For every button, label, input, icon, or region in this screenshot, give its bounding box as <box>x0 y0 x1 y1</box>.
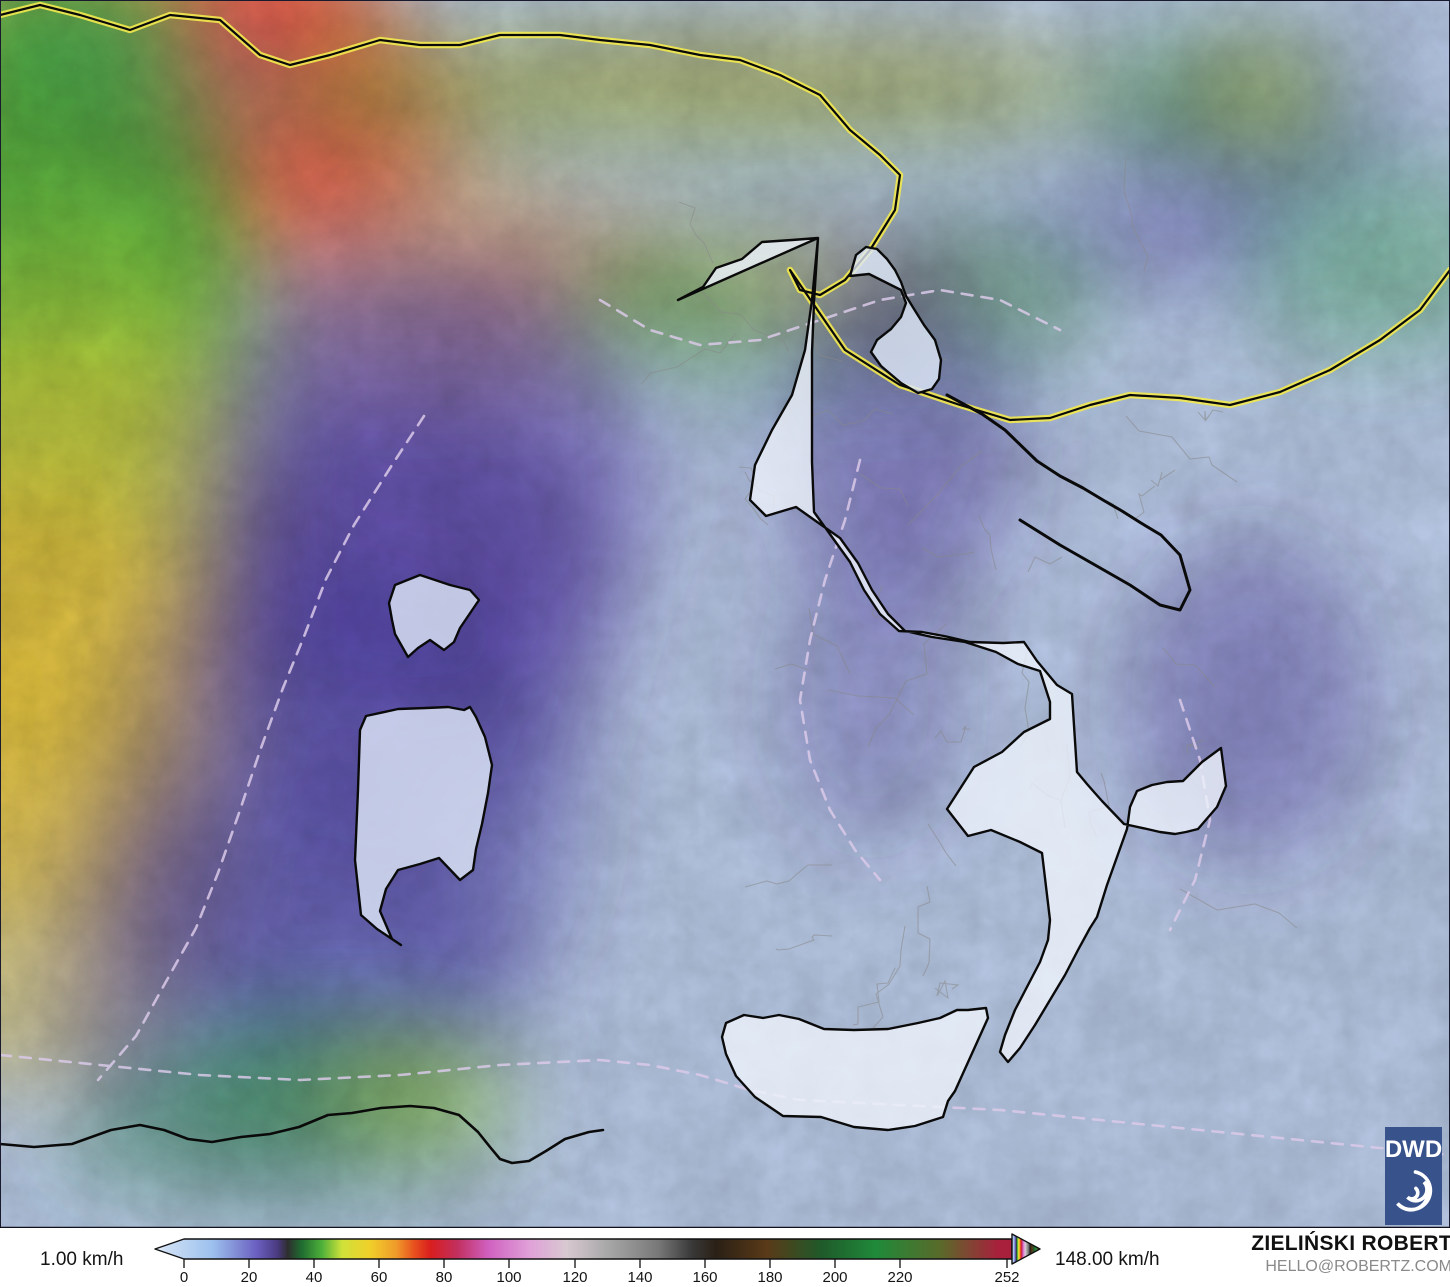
svg-text:180: 180 <box>757 1269 782 1286</box>
svg-text:60: 60 <box>371 1269 388 1286</box>
svg-text:120: 120 <box>562 1269 587 1286</box>
svg-text:200: 200 <box>822 1269 847 1286</box>
svg-text:40: 40 <box>306 1269 323 1286</box>
svg-text:252: 252 <box>994 1269 1019 1286</box>
svg-text:0: 0 <box>180 1269 188 1286</box>
svg-text:140: 140 <box>627 1269 652 1286</box>
svg-text:100: 100 <box>496 1269 521 1286</box>
svg-text:160: 160 <box>692 1269 717 1286</box>
svg-text:DWD: DWD <box>1385 1136 1442 1163</box>
svg-text:148.00 km/h: 148.00 km/h <box>1055 1249 1160 1270</box>
svg-text:20: 20 <box>241 1269 258 1286</box>
svg-text:220: 220 <box>887 1269 912 1286</box>
svg-text:1.00 km/h: 1.00 km/h <box>40 1249 123 1270</box>
svg-text:80: 80 <box>436 1269 453 1286</box>
